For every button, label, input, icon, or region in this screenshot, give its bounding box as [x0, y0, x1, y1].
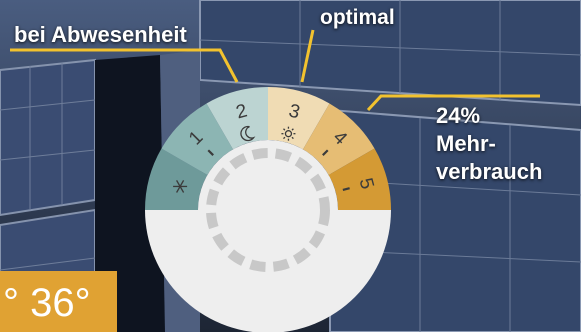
- callout-line-extra: [366, 94, 540, 112]
- dial-knob[interactable]: [198, 140, 338, 280]
- dial-segment-2[interactable]: [206, 87, 269, 150]
- dial-segment-5[interactable]: [328, 148, 391, 211]
- callout-line-absent: [10, 48, 239, 83]
- extra-line2: verbrauch: [436, 159, 543, 184]
- extra-consumption-label: 24% Mehr- verbrauch: [436, 102, 542, 186]
- dial-tick-mark: [342, 187, 350, 192]
- extra-percent: 24%: [436, 103, 481, 128]
- dial-tick-mark: [207, 149, 214, 156]
- snowflake-icon: [173, 180, 188, 193]
- dial-grip-ring: [206, 148, 330, 272]
- dial-number-5: 5: [355, 176, 378, 192]
- extra-line1: Mehr-: [436, 131, 496, 156]
- dial-segment-frost[interactable]: [145, 148, 208, 211]
- callout-line-optimal: [300, 29, 315, 83]
- absent-label: bei Abwesenheit: [14, 22, 187, 47]
- dial-number-2: 2: [234, 100, 250, 123]
- dial-segment-1[interactable]: [161, 103, 233, 175]
- optimal-label: optimal: [320, 6, 395, 29]
- temperature-box: [0, 271, 117, 332]
- dial-tick-mark: [322, 149, 329, 156]
- sun-icon: [281, 126, 296, 141]
- dial-segment-4[interactable]: [303, 103, 375, 175]
- temperature-value: ° 36°: [3, 281, 91, 325]
- moon-icon: [240, 125, 256, 142]
- dial-number-3: 3: [286, 100, 302, 123]
- thermostat-dial[interactable]: 12 345: [145, 87, 391, 332]
